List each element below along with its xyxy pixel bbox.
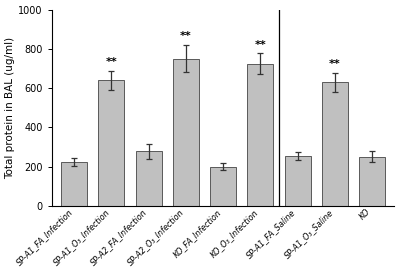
Text: **: ** bbox=[329, 59, 341, 69]
Bar bbox=[322, 82, 348, 206]
Bar bbox=[98, 80, 124, 206]
Text: **: ** bbox=[106, 57, 117, 67]
Text: **: ** bbox=[180, 31, 192, 41]
Text: **: ** bbox=[254, 40, 266, 50]
Bar bbox=[136, 152, 162, 206]
Bar bbox=[173, 59, 199, 206]
Bar bbox=[61, 162, 87, 206]
Bar bbox=[247, 64, 274, 206]
Y-axis label: Total protein in BAL (ug/ml): Total protein in BAL (ug/ml) bbox=[6, 37, 16, 179]
Bar bbox=[210, 167, 236, 206]
Bar bbox=[284, 156, 311, 206]
Bar bbox=[359, 157, 385, 206]
